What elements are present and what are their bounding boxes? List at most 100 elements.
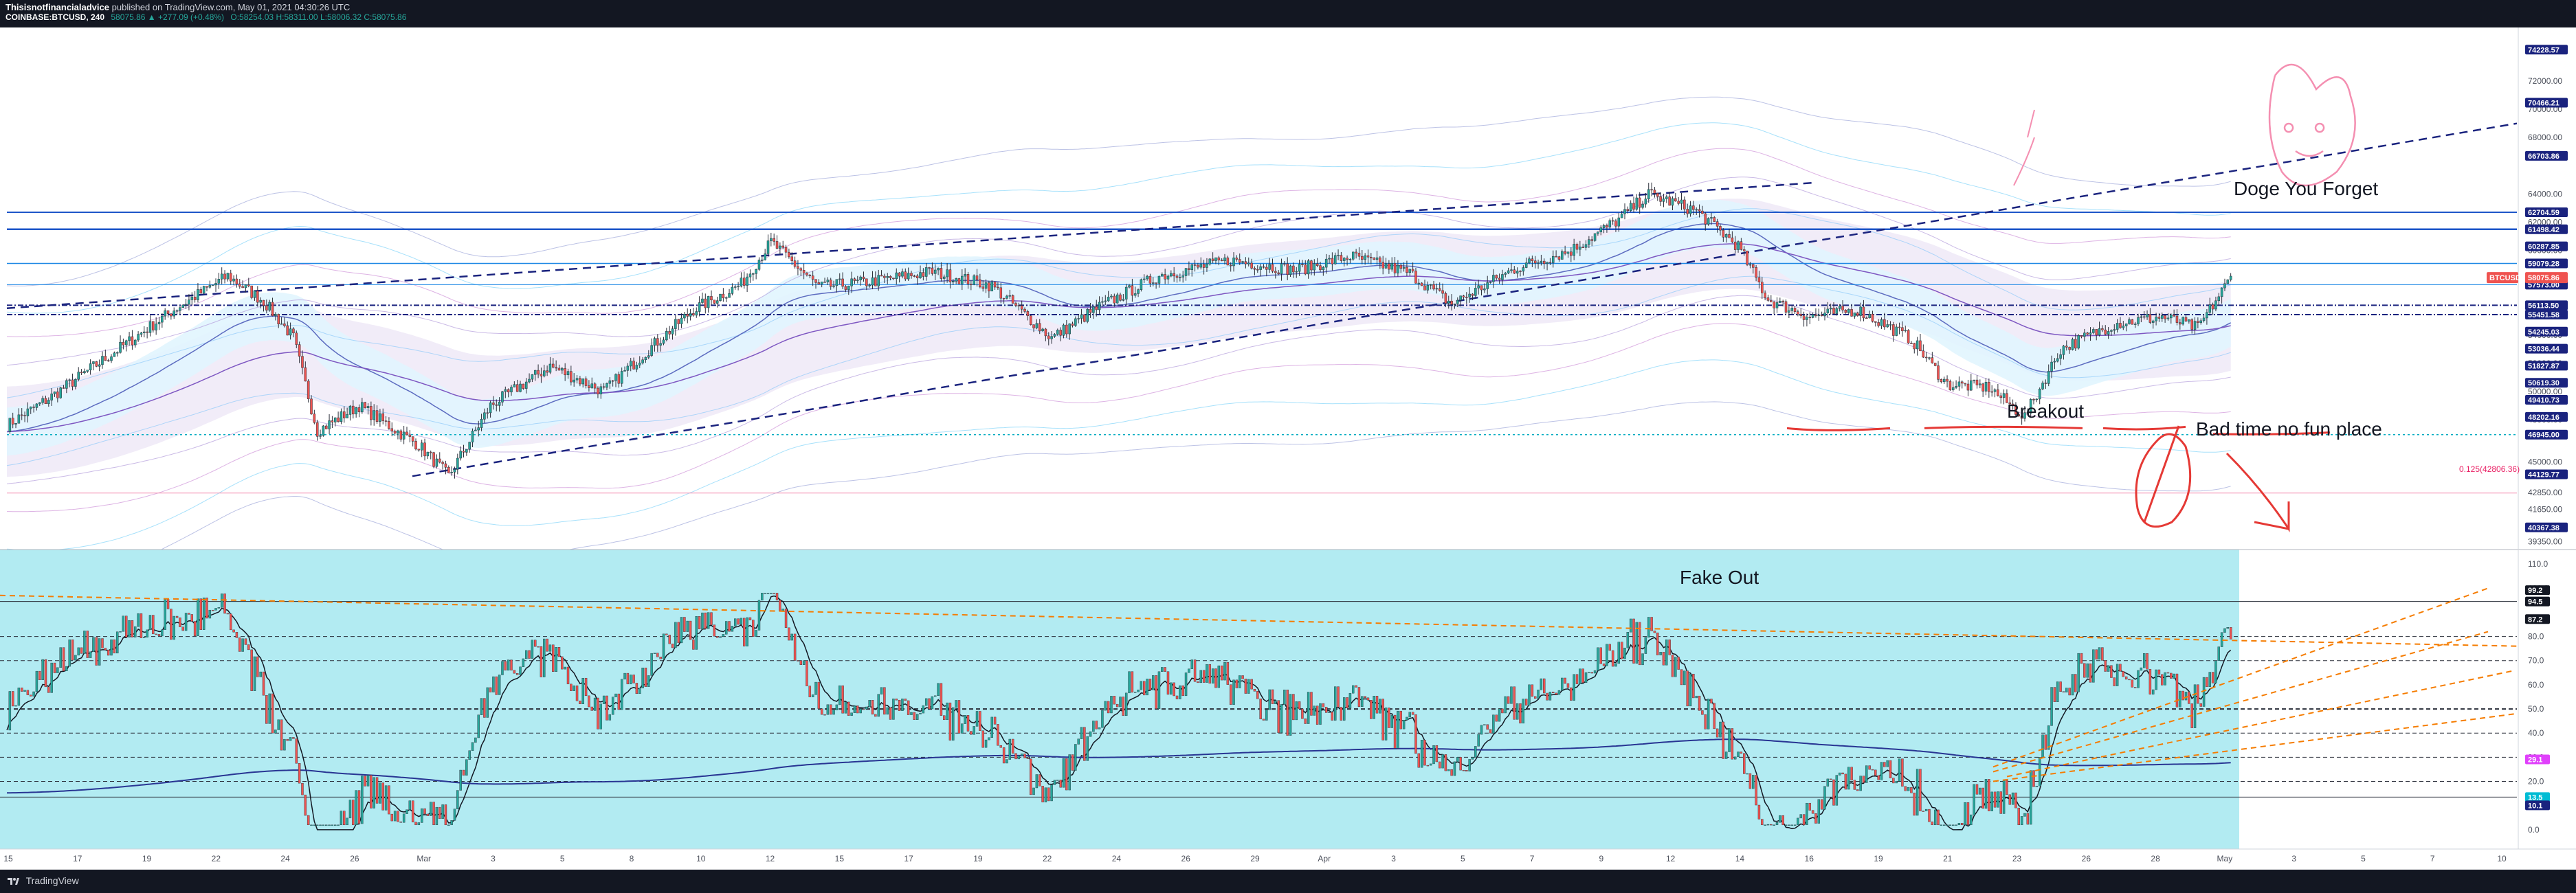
candle-body xyxy=(1540,260,1543,263)
osc-candle xyxy=(1808,802,1811,811)
candle-body xyxy=(1289,265,1292,275)
candle-body xyxy=(1110,295,1113,297)
osc-candle xyxy=(874,714,877,717)
osc-candle xyxy=(1143,681,1146,696)
candle-body xyxy=(274,314,277,316)
osc-candle xyxy=(2152,689,2155,694)
osc-candle xyxy=(1250,679,1253,690)
candle-body xyxy=(1940,379,1943,383)
osc-candle xyxy=(552,644,555,672)
osc-candle xyxy=(2161,674,2164,686)
osc-candle xyxy=(26,690,30,695)
candle-body xyxy=(328,420,331,429)
candle-body xyxy=(1948,381,1952,390)
candle-body xyxy=(2098,328,2101,336)
osc-candle xyxy=(1280,704,1283,733)
candle-body xyxy=(1375,257,1379,260)
candle-body xyxy=(766,240,770,254)
candle-body xyxy=(519,383,522,392)
candle-body xyxy=(1573,244,1575,256)
osc-candle xyxy=(137,613,140,627)
osc-candle xyxy=(1164,667,1166,672)
candle-body xyxy=(20,414,23,416)
candle-body xyxy=(641,359,644,363)
candle-body xyxy=(689,313,692,317)
candle-body xyxy=(1674,198,1677,202)
brand-name[interactable]: TradingView xyxy=(25,875,79,886)
fake-out-annotation: Fake Out xyxy=(1680,567,1759,588)
candle-body xyxy=(1593,233,1597,241)
osc-candle xyxy=(1190,659,1193,669)
osc-candle xyxy=(1904,786,1907,791)
oscillator-pane[interactable] xyxy=(0,549,2576,849)
osc-candle xyxy=(1175,695,1179,699)
chart-area[interactable]: 72000.0070000.0068000.0064000.0062000.00… xyxy=(0,27,2576,870)
osc-candle xyxy=(1752,775,1755,789)
price-tick-label: 42850.00 xyxy=(2528,488,2562,497)
osc-candle xyxy=(30,694,32,697)
osc-candle xyxy=(1402,720,1406,730)
candle-body xyxy=(68,379,71,381)
osc-candle xyxy=(298,763,301,784)
price-tick-label: 72000.00 xyxy=(2528,76,2562,86)
candle-body xyxy=(1166,275,1170,280)
candle-body xyxy=(1533,260,1537,264)
osc-candle xyxy=(1566,683,1570,688)
candle-body xyxy=(1555,256,1557,258)
osc-candle xyxy=(715,636,719,638)
candle-body xyxy=(1217,257,1221,261)
price-pane[interactable] xyxy=(6,63,2518,591)
osc-candle xyxy=(764,593,766,594)
osc-candle xyxy=(1871,769,1874,771)
osc-candle xyxy=(1002,747,1006,764)
candle-body xyxy=(1277,272,1280,274)
candle-body xyxy=(2074,339,2077,349)
osc-candle xyxy=(710,612,713,625)
osc-candle xyxy=(406,809,408,815)
osc-candle xyxy=(1384,708,1388,741)
osc-candle xyxy=(728,621,731,632)
candle-body xyxy=(1170,273,1173,277)
candle-body xyxy=(375,410,379,422)
osc-candle xyxy=(1916,769,1919,816)
osc-candle xyxy=(1355,685,1357,688)
candle-body xyxy=(1462,295,1465,297)
candle-body xyxy=(880,275,883,277)
osc-candle xyxy=(686,620,689,632)
osc-candle xyxy=(799,660,803,665)
candle-body xyxy=(528,378,531,383)
osc-candle xyxy=(214,608,217,611)
osc-candle xyxy=(793,633,797,661)
osc-candle xyxy=(1170,682,1173,695)
time-tick-label: 15 xyxy=(835,854,845,863)
candle-body xyxy=(1047,335,1050,339)
candle-body xyxy=(1564,251,1566,254)
osc-candle xyxy=(444,804,447,826)
time-tick-label: 17 xyxy=(73,854,82,863)
author-name[interactable]: Thisisnotfinancialadvice xyxy=(5,2,109,12)
candle-body xyxy=(1635,197,1639,210)
price-tag-label: 49410.73 xyxy=(2528,396,2560,405)
candle-body xyxy=(175,310,179,312)
annotations: Doge You Forget Breakout Bad time no fun… xyxy=(1680,178,2520,588)
osc-candle xyxy=(1548,692,1552,701)
candle-body xyxy=(26,408,30,416)
osc-candle xyxy=(2229,627,2232,640)
candle-body xyxy=(871,277,874,286)
candle-body xyxy=(53,392,56,394)
osc-candle xyxy=(23,690,26,692)
osc-candle xyxy=(844,701,847,714)
osc-candle xyxy=(2017,807,2021,826)
candle-body xyxy=(86,370,89,372)
candle-body xyxy=(548,363,552,373)
osc-candle xyxy=(307,815,310,826)
osc-candle xyxy=(515,673,519,675)
osc-candle xyxy=(737,618,740,625)
candle-body xyxy=(474,429,477,431)
osc-candle xyxy=(1528,684,1531,706)
osc-candle xyxy=(630,675,632,685)
candle-body xyxy=(2211,304,2214,310)
candle-body xyxy=(1710,217,1713,219)
osc-candle xyxy=(271,693,274,734)
osc-candle xyxy=(343,811,346,826)
